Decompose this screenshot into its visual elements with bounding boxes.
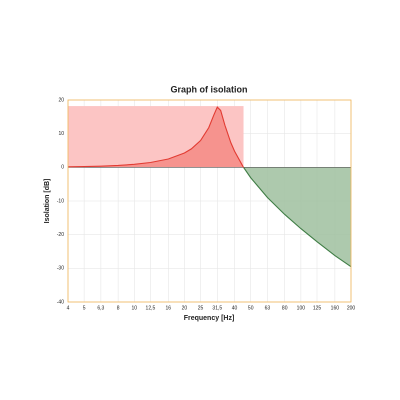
y-tick-label: 10 [58, 131, 64, 137]
x-tick-label: 160 [331, 305, 340, 311]
y-tick-label: 20 [58, 97, 64, 103]
x-tick-label: 63 [265, 305, 271, 311]
y-tick-label: 0 [61, 165, 64, 171]
x-tick-label: 20 [182, 305, 188, 311]
plot-frame [67, 99, 352, 303]
y-axis-label: Isolation [dB] [44, 179, 51, 224]
y-tick-label: -30 [57, 266, 64, 272]
positive-area [68, 107, 244, 168]
x-tick-label: 4 [67, 305, 70, 311]
x-tick-label: 125 [313, 305, 322, 311]
x-tick-label: 6,3 [97, 305, 104, 311]
x-tick-label: 100 [297, 305, 306, 311]
x-tick-label: 25 [198, 305, 204, 311]
chart-title: Graph of isolation [170, 84, 247, 94]
isolation-line [67, 106, 352, 268]
x-tick-label: 80 [282, 305, 288, 311]
x-tick-label: 12,5 [146, 305, 156, 311]
y-tick-label: -40 [57, 299, 64, 305]
x-tick-label: 16 [166, 305, 172, 311]
x-tick-label: 10 [132, 305, 138, 311]
x-tick-label: 8 [117, 305, 120, 311]
x-tick-label: 40 [232, 305, 238, 311]
y-tick-label: -20 [57, 232, 64, 238]
y-tick-label: -10 [57, 198, 64, 204]
negative-area [243, 167, 351, 267]
x-axis-label: Frequency [Hz] [184, 315, 235, 322]
x-tick-label: 31,5 [212, 305, 222, 311]
x-tick-label: 50 [248, 305, 254, 311]
x-tick-label: 5 [83, 305, 86, 311]
x-tick-label: 200 [347, 305, 356, 311]
